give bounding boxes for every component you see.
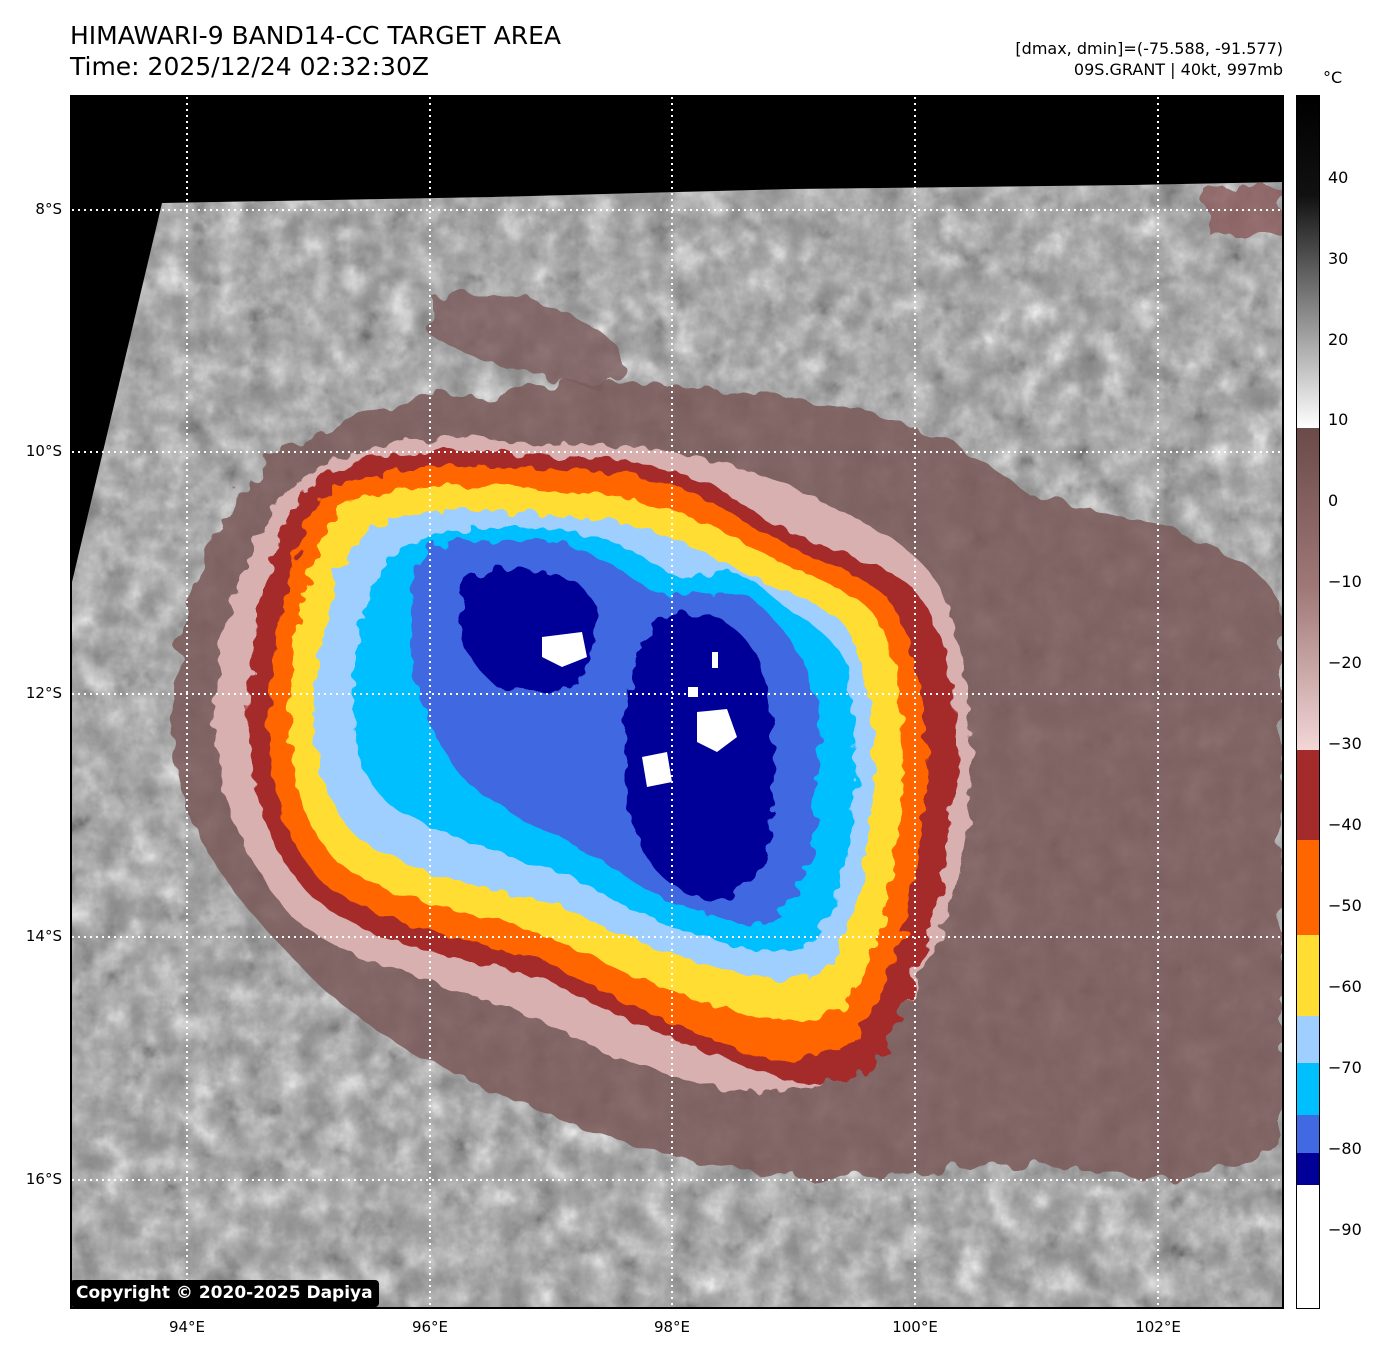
colorbar-gradient xyxy=(1297,96,1319,1308)
cbar-label-minus60: −60 xyxy=(1328,977,1362,996)
storm-name-intensity: 09S.GRANT | 40kt, 997mb xyxy=(1073,60,1283,79)
colorbar xyxy=(1296,95,1320,1309)
lon-label-98e: 98°E xyxy=(653,1318,691,1336)
cbar-label-minus30: −30 xyxy=(1328,734,1362,753)
lat-label-12s: 12°S xyxy=(25,684,62,702)
lon-label-96e: 96°E xyxy=(411,1318,449,1336)
lon-label-94e: 94°E xyxy=(168,1318,206,1336)
cbar-label-minus90: −90 xyxy=(1328,1220,1362,1239)
cbar-label-10: 10 xyxy=(1328,410,1349,429)
cbar-label-minus10: −10 xyxy=(1328,572,1362,591)
minus90-spots xyxy=(542,632,737,787)
cbar-label-20: 20 xyxy=(1328,330,1349,349)
satellite-image xyxy=(72,97,1282,1307)
cbar-label-0: 0 xyxy=(1328,491,1339,510)
colorbar-unit: °C xyxy=(1323,68,1343,87)
lat-label-14s: 14°S xyxy=(25,927,62,945)
cbar-label-minus40: −40 xyxy=(1328,815,1362,834)
cbar-label-minus50: −50 xyxy=(1328,896,1362,915)
cbar-label-minus20: −20 xyxy=(1328,653,1362,672)
no-data-region xyxy=(72,97,1282,582)
dmax-dmin-readout: [dmax, dmin]=(-75.588, -91.577) xyxy=(1015,39,1283,58)
copyright-badge: Copyright © 2020-2025 Dapiya xyxy=(70,1280,379,1307)
lon-label-100e: 100°E xyxy=(892,1318,938,1336)
graticule xyxy=(72,97,1282,1307)
cbar-label-30: 30 xyxy=(1328,249,1349,268)
lat-label-16s: 16°S xyxy=(25,1170,62,1188)
title-line2: Time: 2025/12/24 02:32:30Z xyxy=(70,52,429,81)
satellite-map xyxy=(70,95,1284,1309)
chart-title: HIMAWARI-9 BAND14-CC TARGET AREA Time: 2… xyxy=(70,20,561,82)
lat-label-8s: 8°S xyxy=(35,200,62,218)
lon-label-102e: 102°E xyxy=(1135,1318,1181,1336)
title-line1: HIMAWARI-9 BAND14-CC TARGET AREA xyxy=(70,21,562,50)
cbar-label-minus70: −70 xyxy=(1328,1058,1362,1077)
storm-info: [dmax, dmin]=(-75.588, -91.577) 09S.GRAN… xyxy=(1015,38,1283,80)
cbar-label-40: 40 xyxy=(1328,168,1349,187)
lat-label-10s: 10°S xyxy=(25,442,62,460)
cbar-label-minus80: −80 xyxy=(1328,1139,1362,1158)
